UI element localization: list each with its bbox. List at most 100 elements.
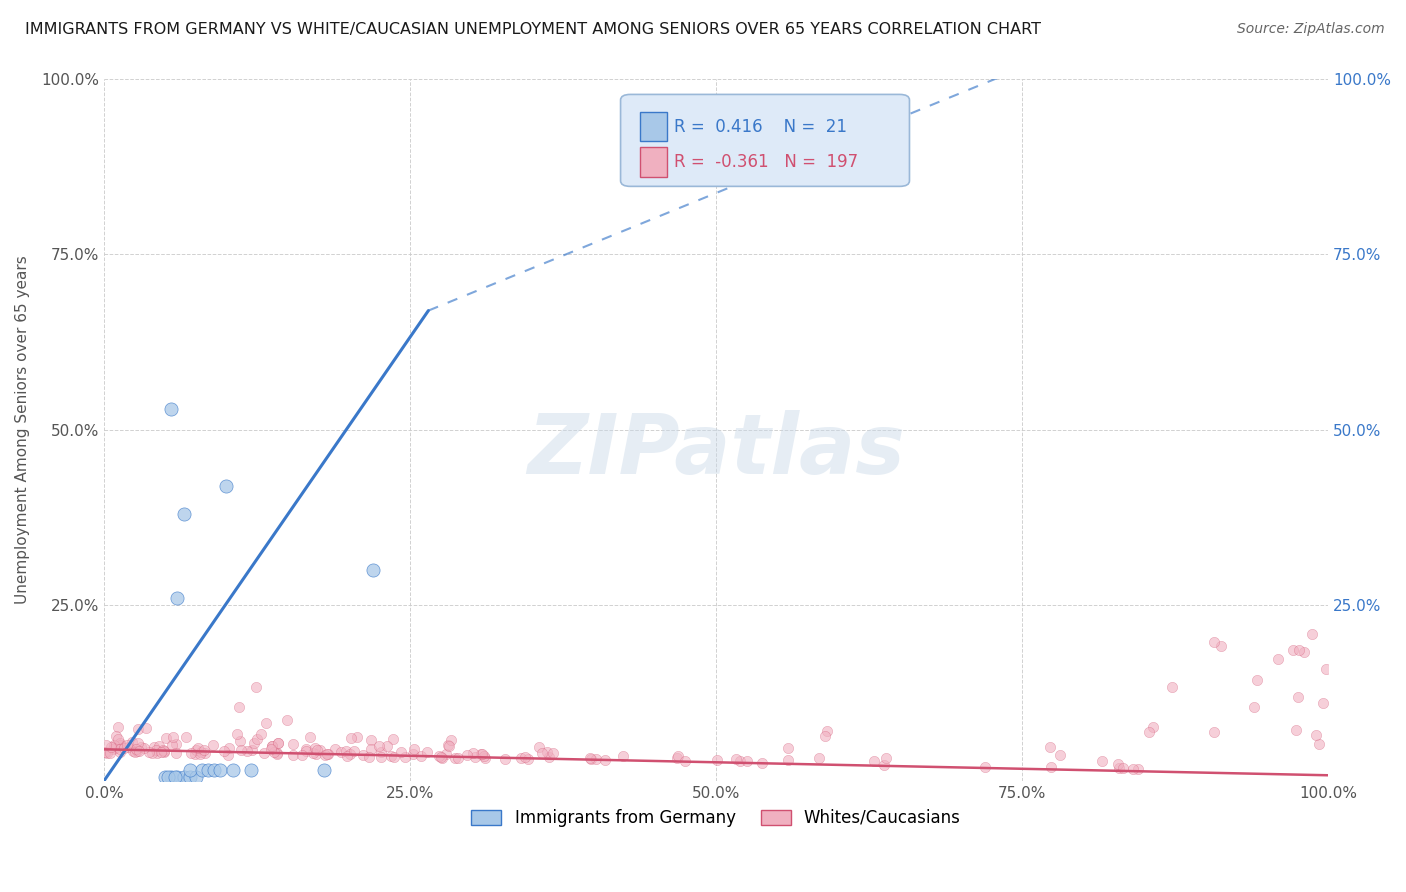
Point — [360, 732, 382, 747]
Point — [184, 770, 207, 784]
Point — [229, 743, 252, 757]
Point — [472, 748, 495, 763]
Point — [1128, 762, 1150, 776]
Point — [380, 749, 402, 764]
Point — [148, 739, 170, 753]
Text: ZIPatlas: ZIPatlas — [527, 410, 905, 491]
Point — [179, 764, 201, 778]
Point — [160, 770, 183, 784]
Point — [228, 700, 250, 714]
Point — [585, 752, 607, 766]
Point — [201, 739, 224, 753]
Point — [243, 736, 266, 750]
Point — [1111, 761, 1133, 775]
Point — [1246, 673, 1268, 688]
Point — [352, 747, 374, 762]
Point — [808, 751, 831, 765]
Point — [434, 747, 457, 761]
Point — [494, 752, 516, 766]
Point — [215, 479, 238, 493]
Point — [191, 764, 214, 778]
Point — [165, 746, 187, 760]
Point — [103, 738, 125, 752]
Point — [128, 743, 150, 757]
Point — [173, 770, 195, 784]
Point — [416, 745, 439, 759]
Point — [291, 747, 314, 762]
Point — [256, 715, 278, 730]
Point — [531, 746, 554, 760]
Point — [1040, 760, 1063, 774]
Point — [1049, 747, 1071, 762]
Point — [1315, 662, 1337, 676]
Point — [103, 742, 125, 756]
Point — [471, 747, 494, 761]
Point — [359, 749, 381, 764]
Point — [246, 732, 269, 747]
Point — [464, 750, 486, 764]
Point — [1243, 700, 1265, 714]
Point — [447, 751, 470, 765]
Point — [145, 743, 167, 757]
Point — [1142, 720, 1164, 734]
Point — [262, 739, 284, 754]
Point — [1211, 640, 1233, 654]
Point — [226, 727, 249, 741]
Point — [1204, 635, 1226, 649]
Point — [155, 731, 177, 745]
Point — [160, 738, 183, 752]
Text: IMMIGRANTS FROM GERMANY VS WHITE/CAUCASIAN UNEMPLOYMENT AMONG SENIORS OVER 65 YE: IMMIGRANTS FROM GERMANY VS WHITE/CAUCASI… — [25, 22, 1042, 37]
Point — [579, 752, 602, 766]
Point — [815, 724, 838, 739]
Point — [153, 744, 176, 758]
Point — [432, 751, 454, 765]
Point — [260, 741, 283, 756]
Point — [1039, 739, 1062, 754]
Point — [666, 751, 689, 765]
Point — [187, 741, 209, 756]
Point — [283, 737, 305, 751]
Point — [1312, 696, 1334, 710]
Point — [108, 736, 131, 750]
Point — [197, 764, 219, 778]
Point — [402, 747, 425, 761]
Point — [305, 747, 328, 761]
Point — [110, 746, 132, 760]
Point — [236, 744, 259, 758]
Point — [536, 745, 558, 759]
Point — [98, 746, 121, 760]
Point — [873, 758, 896, 772]
Point — [108, 738, 131, 752]
Legend: Immigrants from Germany, Whites/Caucasians: Immigrants from Germany, Whites/Caucasia… — [464, 802, 967, 833]
Point — [706, 753, 728, 767]
Point — [194, 746, 217, 760]
FancyBboxPatch shape — [640, 112, 666, 142]
Text: R =  0.416    N =  21: R = 0.416 N = 21 — [675, 118, 848, 136]
Point — [124, 745, 146, 759]
Point — [751, 756, 773, 771]
Point — [1282, 643, 1305, 657]
Point — [266, 747, 288, 761]
Point — [305, 743, 328, 757]
Point — [127, 722, 149, 736]
Point — [240, 743, 263, 757]
Point — [1137, 725, 1160, 739]
Point — [239, 764, 262, 778]
Point — [1091, 754, 1114, 768]
Point — [108, 738, 131, 752]
Point — [461, 747, 484, 761]
Point — [361, 563, 384, 577]
Point — [474, 751, 496, 765]
Point — [1305, 728, 1327, 742]
Point — [315, 747, 337, 761]
Point — [343, 744, 366, 758]
Point — [180, 747, 202, 761]
Point — [323, 741, 346, 756]
Point — [735, 754, 758, 768]
Point — [135, 722, 157, 736]
Point — [166, 591, 188, 606]
Point — [141, 746, 163, 760]
Point — [263, 745, 285, 759]
Point — [114, 741, 136, 756]
Point — [728, 754, 751, 768]
